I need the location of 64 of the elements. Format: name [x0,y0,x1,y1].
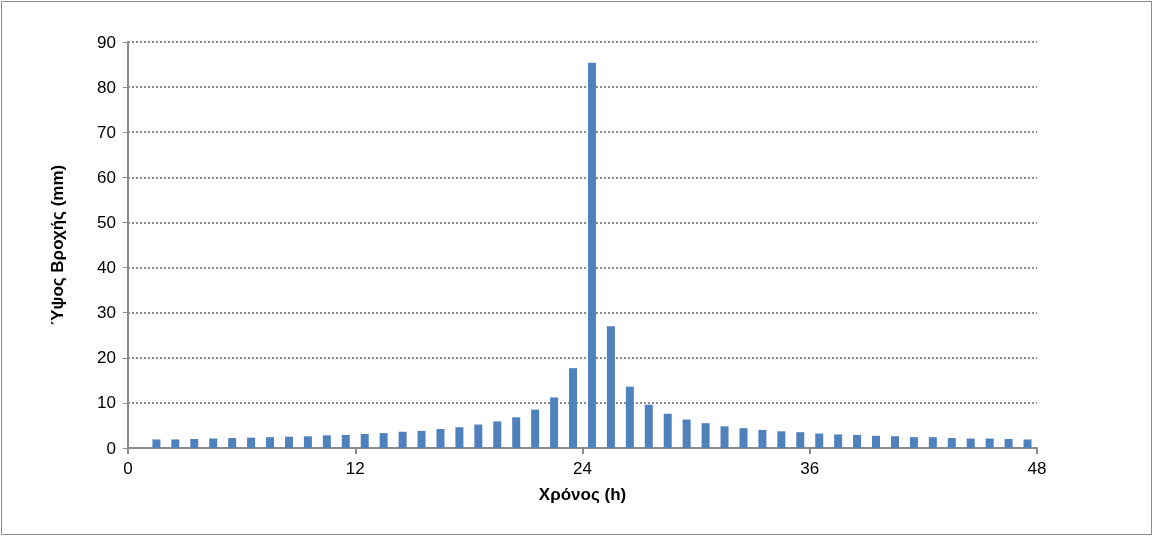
x-tick-label: 36 [800,459,820,478]
bar [360,434,369,448]
bar [474,424,483,448]
bar [701,423,710,448]
bar [322,435,331,448]
bar [625,386,634,448]
bar [493,421,502,448]
bar [758,429,767,448]
bar [985,438,994,448]
bar [379,433,388,448]
bar [531,409,540,448]
y-tick-label: 10 [97,393,116,413]
bar [455,427,464,448]
bar [303,436,312,448]
bar [247,437,256,448]
bar [872,435,881,448]
y-tick-label: 30 [97,303,116,323]
bar [569,368,578,448]
y-axis-title: Ύψος Βροχής (mm) [48,164,67,326]
bar [171,439,180,448]
bar [1004,438,1013,448]
bar [190,438,199,448]
y-tick-label: 50 [97,212,116,232]
bar [928,437,937,448]
bar [266,437,275,448]
bar [512,417,521,448]
bar [1023,439,1032,448]
bar [853,434,862,448]
bar [834,434,843,448]
bar [663,413,672,448]
bar [587,62,596,448]
y-tick-label: 20 [97,348,116,368]
x-tick-label: 48 [1027,459,1047,478]
bar [209,438,218,448]
y-tick-label: 90 [97,32,116,52]
bar [720,426,729,448]
bar [436,429,445,448]
bar [398,431,407,448]
bar [966,438,975,448]
bar [341,434,350,448]
bar [777,431,786,448]
y-tick-label: 40 [97,258,116,278]
x-tick-label: 0 [123,459,133,478]
x-tick-label: 24 [573,459,592,478]
y-tick-label: 0 [106,438,116,458]
bar [815,433,824,448]
bar [644,404,653,448]
bar [947,438,956,448]
y-tick-label: 70 [97,122,116,142]
bar [796,432,805,448]
y-tick-label: 80 [97,77,116,97]
bar [417,430,426,448]
x-tick-label: 12 [345,459,365,478]
bar [550,397,559,448]
bar [890,436,899,448]
bar [909,437,918,448]
x-axis-title: Χρόνος (h) [538,485,627,504]
bar [152,439,161,448]
bar [682,419,691,448]
bar [228,438,237,448]
bar [284,436,293,448]
bar [606,326,615,448]
bar [739,428,748,448]
y-tick-label: 60 [97,167,116,187]
